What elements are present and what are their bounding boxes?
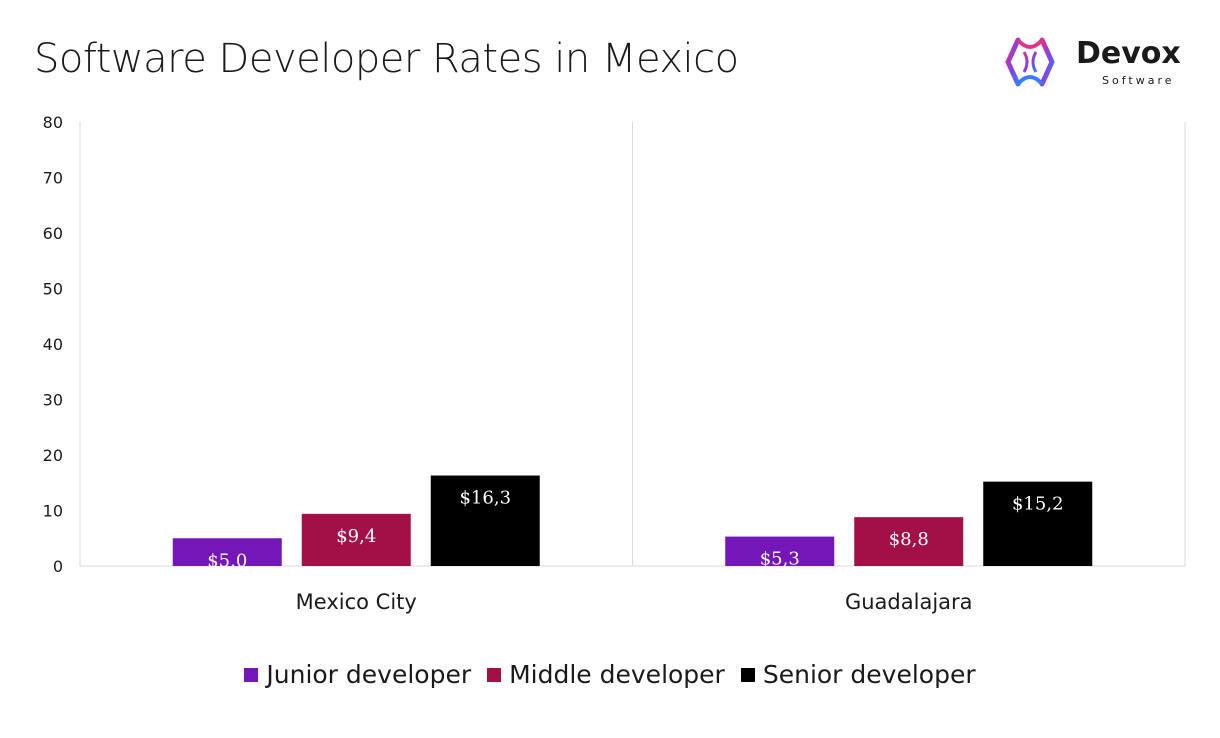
legend: Junior developer Middle developer Senior…: [0, 660, 1220, 689]
legend-item-senior: Senior developer: [740, 660, 976, 689]
legend-swatch-junior: [244, 667, 259, 682]
bar: [854, 517, 964, 566]
legend-swatch-senior: [740, 667, 755, 682]
legend-swatch-middle: [487, 667, 502, 682]
chart-title: Software Developer Rates in Mexico: [34, 36, 739, 82]
bar: [430, 475, 540, 566]
y-tick-label: 10: [43, 502, 63, 521]
logo-wordmark: Devox: [1076, 36, 1181, 71]
bar: [725, 536, 835, 566]
y-tick-label: 60: [43, 224, 63, 243]
x-category-label: Mexico City: [296, 590, 417, 614]
legend-item-middle: Middle developer: [487, 660, 725, 689]
bar: [301, 513, 411, 566]
bar: [172, 538, 282, 566]
devox-logo-icon: [1005, 37, 1055, 87]
y-tick-label: 40: [43, 335, 63, 354]
legend-label-senior: Senior developer: [762, 660, 976, 689]
y-tick-label: 50: [43, 280, 63, 299]
logo-subtitle: Software: [1102, 74, 1175, 87]
legend-label-middle: Middle developer: [509, 660, 725, 689]
y-tick-label: 80: [43, 113, 63, 132]
legend-item-junior: Junior developer: [244, 660, 471, 689]
devox-logo: Devox Software: [1002, 36, 1192, 88]
y-tick-label: 30: [43, 391, 63, 410]
x-category-label: Guadalajara: [845, 590, 973, 614]
data-label: $5.0: [207, 550, 247, 571]
y-tick-label: 20: [43, 446, 63, 465]
y-tick-label: 0: [53, 557, 63, 576]
data-label: $16,3: [459, 488, 511, 509]
legend-label-junior: Junior developer: [266, 660, 472, 689]
data-label: $15,2: [1012, 494, 1064, 515]
bar: [983, 481, 1093, 566]
data-label: $8,8: [889, 529, 929, 550]
y-tick-label: 70: [43, 169, 63, 188]
data-label: $9,4: [336, 526, 376, 547]
data-label: $5,3: [760, 549, 800, 570]
